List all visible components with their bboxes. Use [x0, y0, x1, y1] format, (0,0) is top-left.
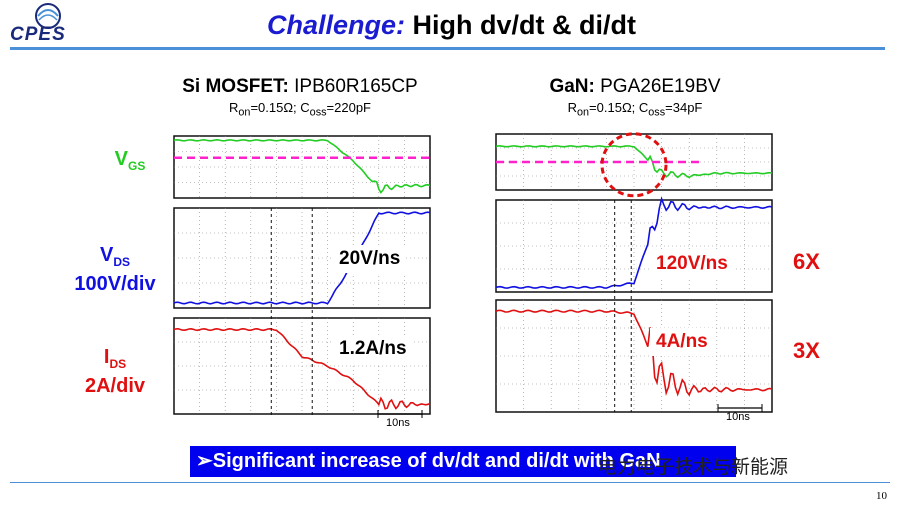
si-time-scale-label: 10ns — [386, 417, 410, 429]
ids-label: IDS 2A/div — [60, 346, 170, 397]
vgs-label: VGS — [114, 148, 146, 173]
gan-vgs-trace — [495, 145, 773, 179]
dvdt-multiplier: 6X — [793, 249, 820, 274]
title-highlight: Challenge: — [266, 10, 406, 40]
didt-multiplier: 3X — [793, 338, 820, 363]
slide-title: Challenge: High dv/dt & di/dt — [0, 10, 903, 41]
watermark-text: 电力电子技术与新能源 — [598, 457, 789, 478]
gan-ids-trace — [495, 309, 773, 397]
page-number: 10 — [876, 490, 887, 502]
gan-dvdt-label: 120V/ns — [650, 250, 734, 278]
gan-time-scale-label: 10ns — [726, 411, 750, 420]
si-device-name: Si MOSFET: — [182, 76, 289, 97]
si-didt-label: 1.2A/ns — [333, 335, 413, 363]
ids-scale: 2A/div — [84, 375, 146, 397]
logo-text: CPES — [10, 24, 66, 45]
conclusion-banner: ➢Significant increase of dv/dt and di/dt… — [190, 446, 736, 477]
gan-didt-label: 4A/ns — [650, 328, 714, 356]
si-vds-panel-grid — [174, 208, 430, 308]
title-rest: High dv/dt & di/dt — [412, 10, 636, 40]
gan-scope-panels: 10ns — [495, 132, 773, 420]
gan-vds-trace — [495, 196, 773, 289]
footer-rule — [10, 482, 890, 483]
gan-part-number: PGA26E19BV — [600, 76, 721, 97]
gan-params: Ron=0.15Ω; Coss=34pF — [567, 100, 703, 119]
si-ids-panel-grid — [174, 318, 430, 414]
si-scope-panels: 10ns — [173, 135, 431, 429]
si-part-number: IPB60R165CP — [294, 76, 418, 97]
si-params: Ron=0.15Ω; Coss=220pF — [229, 100, 371, 119]
si-vds-trace — [173, 211, 431, 305]
si-dvdt-label: 20V/ns — [333, 245, 407, 273]
title-rule — [10, 47, 885, 50]
si-device-title: Si MOSFET: IPB60R165CP — [130, 76, 470, 98]
si-vgs-trace — [173, 138, 431, 194]
si-ids-trace — [173, 327, 431, 410]
si-vgs-panel-grid — [174, 136, 430, 198]
gan-device-name: GaN: — [549, 76, 595, 97]
vds-label: VDS 100V/div — [60, 244, 170, 295]
cpes-logo-icon — [35, 3, 61, 29]
gan-vds-panel-frame — [495, 199, 773, 293]
gan-ids-panel-grid — [496, 300, 772, 412]
vds-scale: 100V/div — [74, 273, 156, 295]
gan-device-title: GaN: PGA26E19BV — [480, 76, 790, 98]
